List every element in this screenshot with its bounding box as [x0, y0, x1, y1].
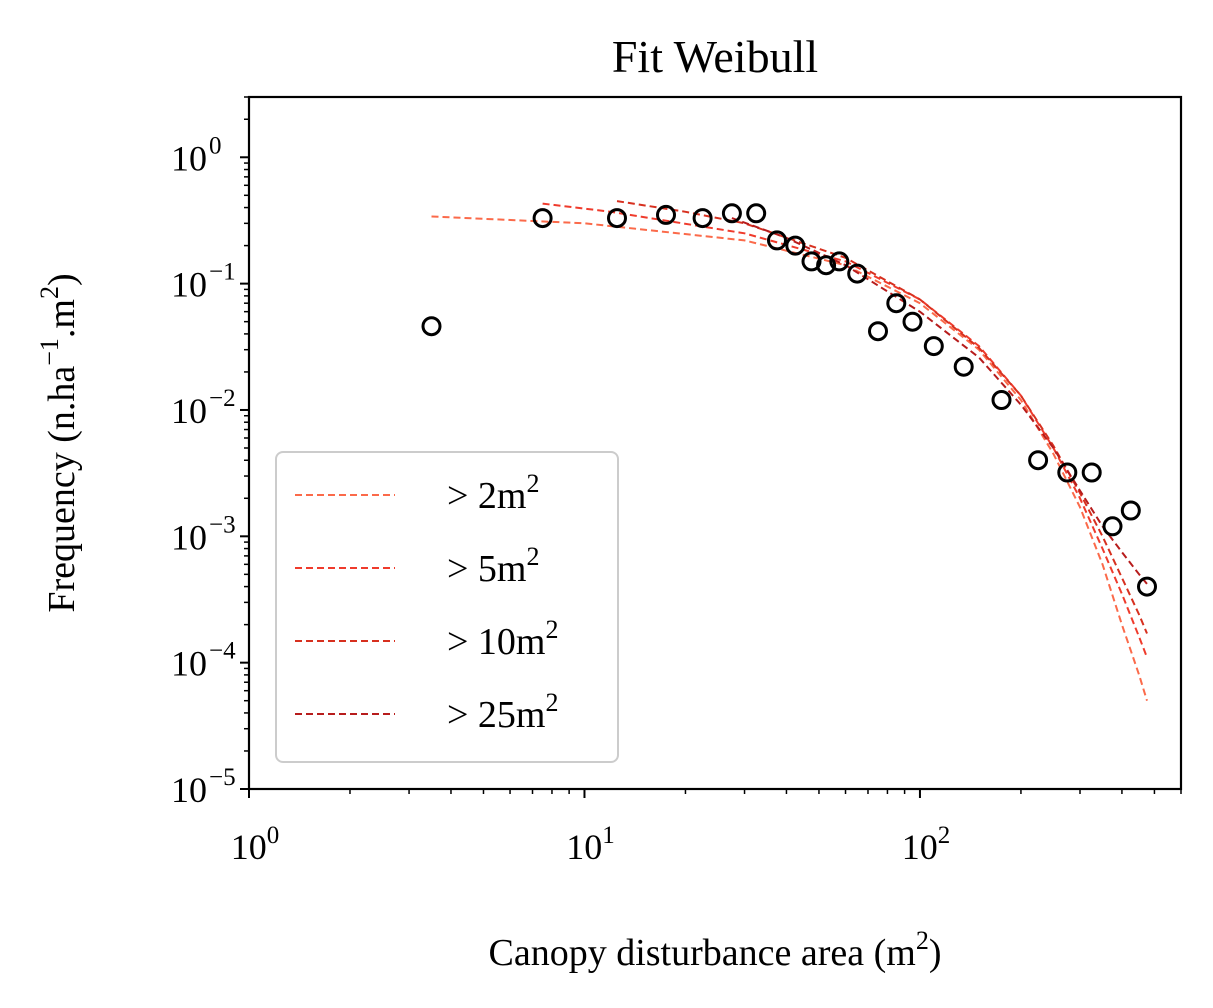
observed-points — [421, 203, 1157, 597]
y-axis-label: Frequency (n.ha−1.m2) — [35, 273, 83, 612]
data-point — [902, 311, 923, 332]
x-tick-label: 100 — [231, 822, 280, 867]
legend-label-3: > 10m2 — [447, 615, 559, 663]
data-point — [1137, 576, 1157, 597]
y-tick-label: 10 — [171, 391, 207, 431]
chart-title: Fit Weibull — [612, 31, 818, 82]
y-tick-exponent: −3 — [209, 511, 236, 538]
data-point — [607, 208, 627, 229]
legend-label-2: > 5m2 — [447, 542, 540, 590]
data-point — [721, 203, 742, 224]
data-point — [1102, 516, 1123, 537]
y-tick-exponent: −5 — [209, 764, 236, 791]
y-tick-exponent: −2 — [209, 385, 236, 412]
legend-label-4: > 25m2 — [447, 688, 559, 736]
data-point — [886, 293, 907, 314]
x-axis-label: Canopy disturbance area (m2) — [489, 926, 942, 974]
legend-label-1: > 2m2 — [447, 469, 540, 517]
data-point — [692, 208, 713, 229]
y-tick-exponent: −1 — [209, 259, 236, 286]
data-point — [847, 263, 868, 284]
data-point — [746, 203, 767, 224]
data-point — [1120, 500, 1141, 521]
fit-line-3 — [616, 200, 1148, 634]
y-tick-label: 10 — [171, 517, 207, 557]
fit-line-2 — [542, 202, 1148, 658]
data-point — [816, 255, 837, 276]
svg-text:Canopy disturbance area (m2): Canopy disturbance area (m2) — [489, 926, 942, 974]
fit-lines — [431, 200, 1148, 701]
data-point — [923, 336, 944, 357]
legend-box — [275, 451, 619, 763]
data-point — [1057, 462, 1078, 483]
data-point — [991, 390, 1012, 410]
data-point — [532, 208, 553, 229]
data-point — [656, 204, 676, 225]
x-axis-ticks: 100 101 102 — [231, 789, 1182, 867]
data-point — [953, 356, 974, 377]
svg-text:Frequency (n.ha−1.m2): Frequency (n.ha−1.m2) — [35, 273, 83, 612]
fit-line-1 — [431, 215, 1148, 701]
data-point — [1028, 450, 1049, 471]
plot-area-frame — [247, 95, 1183, 791]
data-point — [1081, 462, 1102, 483]
x-tick-label: 102 — [902, 822, 951, 867]
data-point — [767, 230, 787, 251]
x-tick-label: 101 — [566, 822, 615, 867]
y-tick-label: 10 — [171, 770, 207, 810]
data-point — [829, 251, 850, 272]
y-tick-label: 10 — [171, 644, 207, 684]
data-point — [421, 316, 442, 337]
fit-line-4 — [731, 217, 1148, 585]
y-tick-label: 10 — [171, 138, 207, 178]
y-tick-exponent: −4 — [209, 638, 236, 665]
data-point — [785, 235, 806, 256]
y-tick-label: 10 — [171, 265, 207, 305]
y-tick-exponent: 0 — [209, 132, 222, 159]
data-point — [868, 321, 888, 342]
legend: > 2m2 > 5m2 > 10m2 > 25m2 — [275, 451, 619, 763]
